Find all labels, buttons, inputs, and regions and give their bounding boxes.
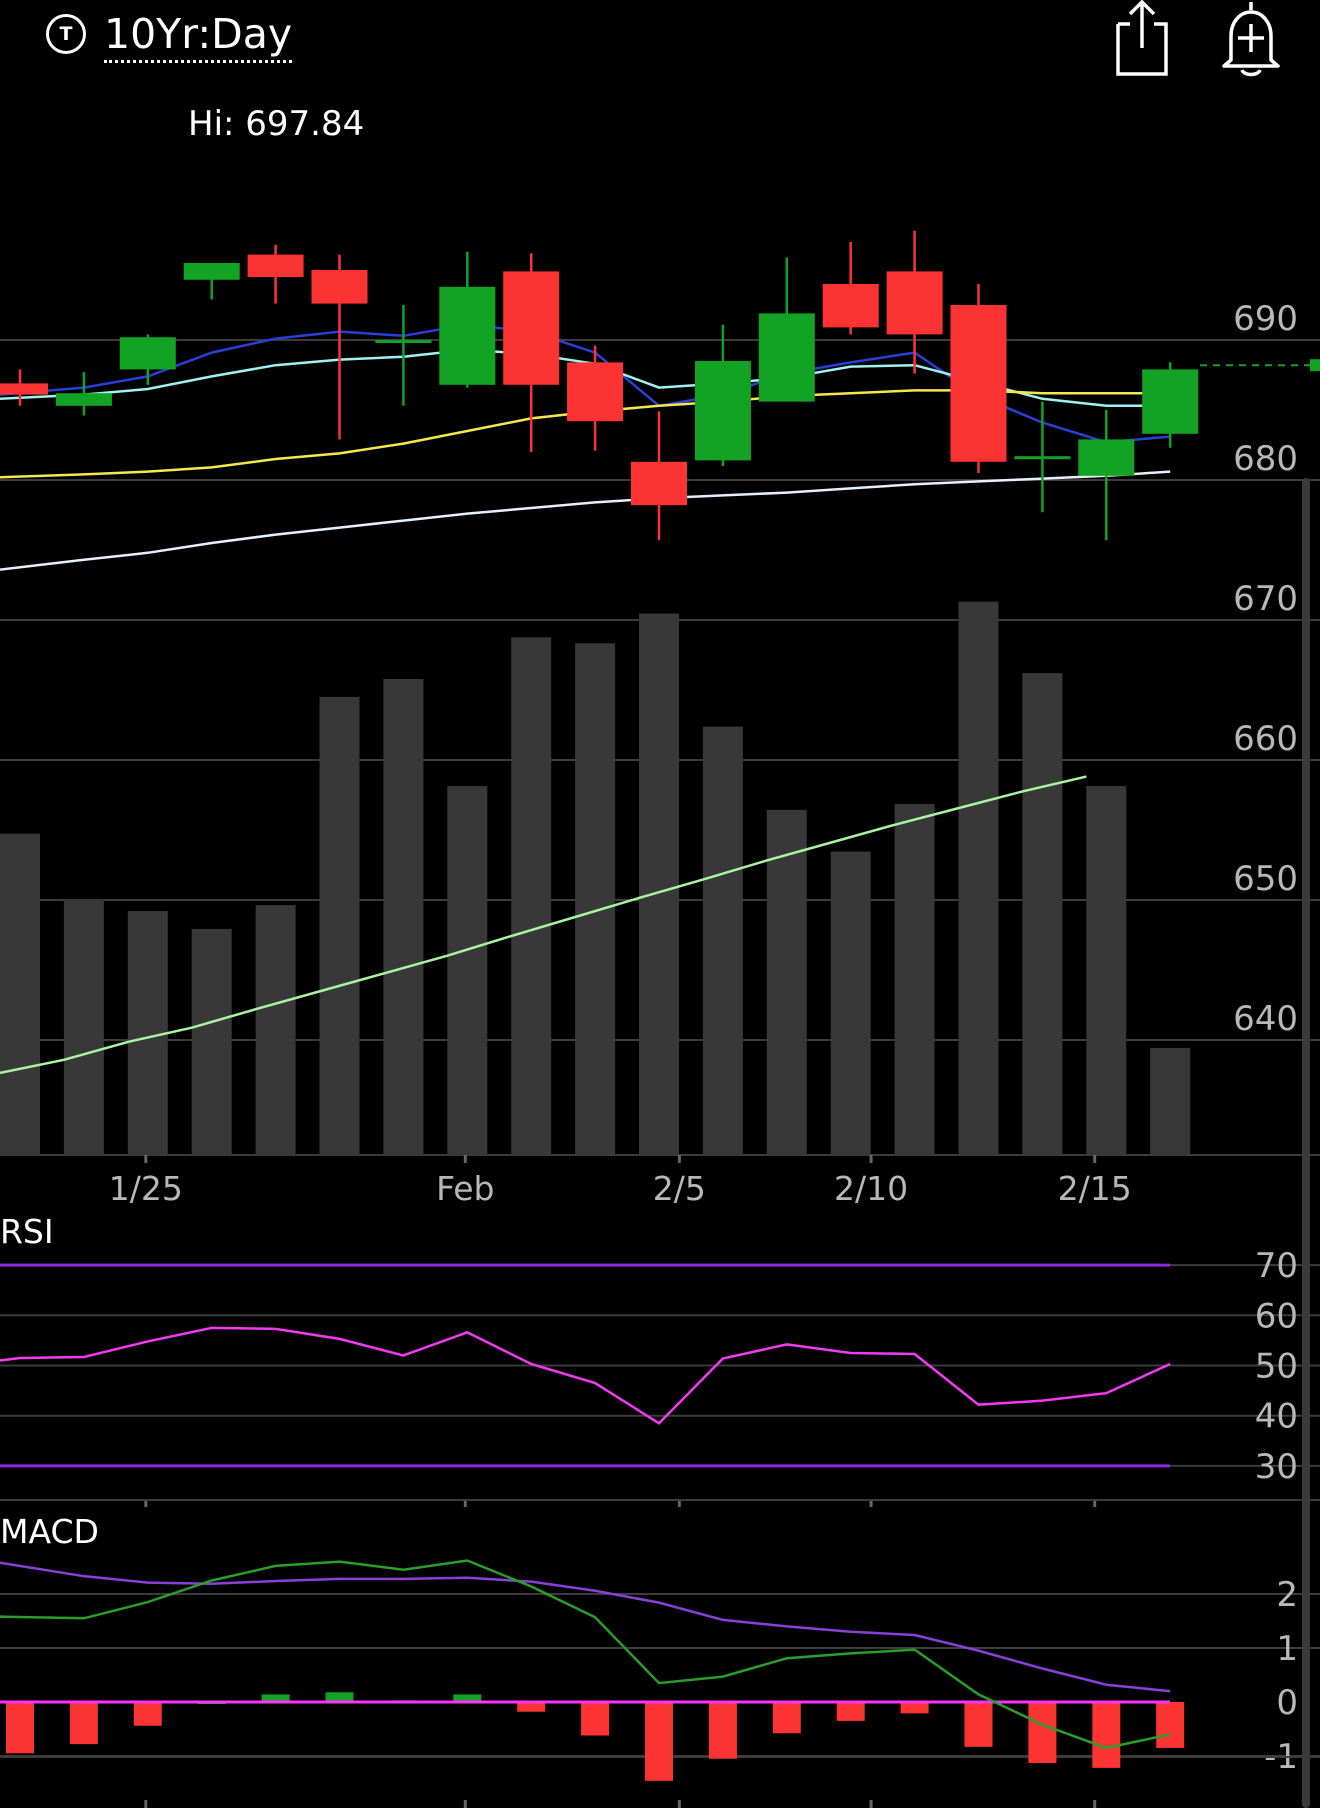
volume-bar [894, 803, 935, 1155]
volume-bar [383, 679, 424, 1155]
bell-plus-icon [1222, 2, 1280, 77]
macd-histogram-bar [6, 1702, 34, 1754]
price-tick-label: 640 [1233, 999, 1298, 1039]
macd-histogram-bar [1156, 1702, 1185, 1748]
volume-bar [639, 613, 679, 1155]
rsi-tick-label: 40 [1255, 1397, 1298, 1437]
scrollbar [1302, 478, 1310, 1808]
volume-bar [319, 696, 360, 1155]
macd-histogram-bar [964, 1702, 993, 1747]
volume-bar [0, 833, 40, 1155]
ticker-icon[interactable]: T [46, 14, 86, 54]
share-button[interactable] [1112, 0, 1172, 80]
macd-histogram-bar [69, 1702, 98, 1745]
candle-body [55, 393, 112, 406]
macd-signal-line [0, 1561, 1171, 1693]
volume-bar [447, 786, 488, 1155]
volume-bar [127, 911, 168, 1155]
rsi-tick-label: 70 [1255, 1246, 1298, 1286]
candle-body [822, 284, 879, 328]
macd-tick-label: 1 [1276, 1629, 1298, 1669]
macd-title: MACD [0, 1512, 99, 1551]
macd-line [0, 1559, 1171, 1750]
candle-body [631, 461, 687, 506]
volume-bar [766, 809, 807, 1155]
candle-body [0, 383, 48, 395]
candle-body [503, 271, 560, 385]
macd-histogram-bar [708, 1702, 737, 1759]
x-tick-label: Feb [436, 1169, 494, 1208]
last-price-marker [1310, 359, 1320, 372]
macd-histogram-bar [645, 1702, 673, 1781]
x-tick-label: 2/5 [653, 1169, 706, 1208]
macd-histogram-bar [133, 1702, 162, 1726]
candle-body [1142, 369, 1199, 434]
volume-bar [1022, 673, 1063, 1155]
macd-histogram-bar [517, 1702, 546, 1712]
price-tick-label: 670 [1233, 579, 1298, 619]
candle-body [247, 254, 304, 277]
volume-bar [255, 905, 296, 1155]
rsi-tick-label: 50 [1255, 1347, 1298, 1387]
top-bar: T 10Yr:Day [0, 0, 1320, 100]
high-price-label: Hi: 697.84 [188, 104, 365, 144]
macd-histogram-bar [453, 1694, 482, 1702]
candle-body [1078, 439, 1135, 476]
macd-tick-label: 0 [1276, 1683, 1298, 1723]
rsi-tick-label: 30 [1255, 1447, 1298, 1487]
macd-histogram-bar [261, 1694, 290, 1702]
price-tick-label: 650 [1233, 859, 1298, 899]
share-icon [1116, 0, 1168, 76]
candle-body [311, 270, 368, 304]
candle-body [439, 286, 496, 385]
price-tick-label: 680 [1233, 439, 1298, 479]
macd-histogram-bar [900, 1702, 929, 1714]
volume-bar [958, 601, 999, 1155]
volume-bar [191, 928, 232, 1155]
macd-histogram-bar [772, 1702, 801, 1734]
candle-body [758, 313, 815, 402]
candle-body [950, 305, 1007, 462]
x-tick-label: 2/10 [834, 1169, 908, 1208]
moving-average-line [0, 470, 1171, 571]
macd-histogram-bar [1028, 1702, 1057, 1764]
volume-bar [1086, 786, 1127, 1155]
volume-bar [575, 643, 616, 1155]
macd-tick-label: 2 [1276, 1575, 1298, 1615]
price-tick-label: 660 [1233, 719, 1298, 759]
macd-histogram-bar [836, 1702, 865, 1721]
volume-bar [702, 726, 743, 1155]
candle-body [567, 362, 624, 422]
x-tick-label: 1/25 [109, 1169, 183, 1208]
candle-body [375, 340, 432, 343]
rsi-title: RSI [0, 1212, 54, 1251]
macd-histogram-bar [1092, 1702, 1121, 1768]
volume-bar [830, 851, 871, 1155]
rsi-line [0, 1326, 1171, 1425]
volume-ma-line [0, 775, 1087, 1075]
candle-body [1014, 456, 1071, 460]
price-tick-label: 690 [1233, 299, 1298, 339]
add-alert-button[interactable] [1218, 0, 1284, 80]
candle-body [694, 361, 751, 461]
macd-histogram-bar [325, 1692, 354, 1702]
rsi-tick-label: 60 [1255, 1296, 1298, 1336]
candle-body [119, 337, 176, 370]
volume-bar [1150, 1047, 1191, 1155]
candle-body [183, 263, 240, 280]
chart-title[interactable]: 10Yr:Day [104, 8, 293, 63]
candle-body [886, 271, 943, 335]
volume-bar [511, 637, 552, 1155]
macd-histogram-bar [581, 1702, 610, 1736]
volume-bar [63, 899, 104, 1155]
x-tick-label: 2/15 [1058, 1169, 1132, 1208]
